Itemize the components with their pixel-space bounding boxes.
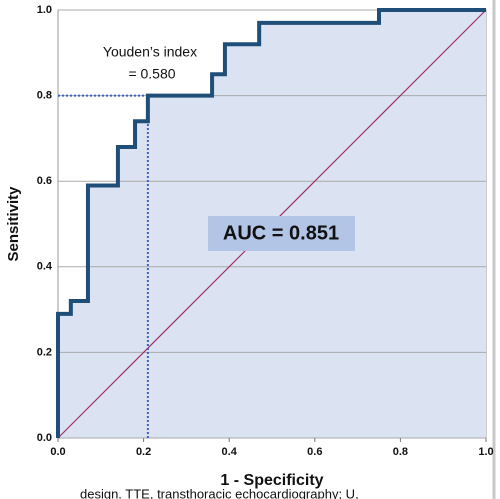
x-tick-label: 0.2 [136, 446, 151, 458]
x-axis-label: 1 - Specificity [220, 472, 323, 489]
y-tick-label: 0.2 [37, 346, 52, 358]
roc-curve [56, 8, 486, 438]
y-tick-label: 0.6 [37, 175, 52, 187]
y-tick-label: 1.0 [37, 4, 52, 16]
x-tick-label: 1.0 [478, 446, 493, 458]
annotation: Youden’s index [103, 44, 197, 60]
caption: design. TTE, transthoracic echocardiogra… [80, 486, 359, 499]
x-tick-label: 0.6 [307, 446, 322, 458]
y-tick-label: 0.4 [37, 261, 53, 273]
annotation: = 0.580 [128, 66, 175, 82]
annotation: AUC = 0.851 [223, 222, 339, 244]
x-tick-label: 0.8 [393, 446, 408, 458]
x-tick-label: 0.0 [50, 446, 65, 458]
annotation-box [208, 216, 355, 251]
y-axis-label: Sensitivity [5, 186, 22, 262]
y-tick-label: 0.8 [37, 90, 52, 102]
x-tick-label: 0.4 [222, 446, 238, 458]
y-tick-label: 0.0 [37, 432, 52, 444]
